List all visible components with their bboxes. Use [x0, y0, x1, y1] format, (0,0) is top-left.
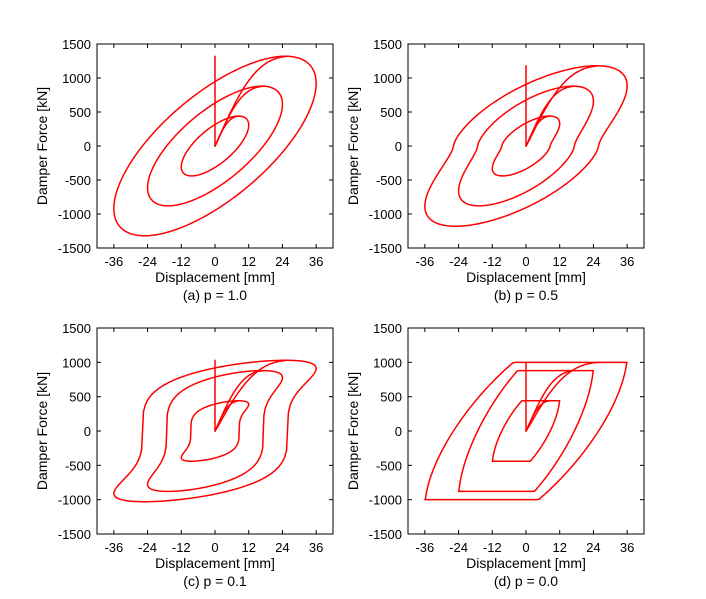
y-tick-label: 0 — [395, 139, 402, 154]
x-tick-label: 24 — [275, 540, 289, 555]
x-axis-label: Displacement [mm] — [155, 269, 275, 285]
y-axis-label: Damper Force [kN] — [34, 87, 50, 205]
y-tick-label: 0 — [395, 424, 402, 439]
x-tick-label: 24 — [586, 254, 600, 269]
x-tick-label: 36 — [620, 254, 634, 269]
x-tick-label: 0 — [522, 540, 529, 555]
x-tick-label: -12 — [483, 254, 502, 269]
y-tick-label: 500 — [380, 390, 402, 405]
x-tick-label: -12 — [172, 540, 191, 555]
y-tick-label: 1500 — [62, 321, 91, 336]
transition-branch-3 — [214, 55, 289, 147]
hysteresis-loop-3 — [113, 55, 317, 237]
hysteresis-loop-3 — [424, 65, 628, 227]
y-tick-label: -1500 — [369, 241, 402, 256]
x-tick-label: 0 — [522, 254, 529, 269]
x-tick-label: 36 — [620, 540, 634, 555]
panel-caption: (b) p = 0.5 — [494, 287, 558, 303]
y-tick-label: -1000 — [58, 207, 91, 222]
y-axis-label: Damper Force [kN] — [34, 372, 50, 490]
hysteresis-loop-2 — [146, 85, 284, 207]
x-tick-label: -12 — [172, 254, 191, 269]
panel-caption: (d) p = 0.0 — [494, 573, 558, 589]
y-tick-label: -1500 — [58, 527, 91, 542]
transition-branch-3 — [214, 359, 289, 432]
hysteresis-curves — [113, 55, 317, 237]
x-tick-label: -24 — [138, 540, 157, 555]
panel-a: -36 -24 -12 0 12 24 36 -1500 -1000 -500 0 500 1000 15… — [34, 37, 334, 303]
y-tick-label: -500 — [65, 458, 91, 473]
y-tick-label: -500 — [65, 173, 91, 188]
y-tick-label: 0 — [84, 424, 91, 439]
hysteresis-curves — [113, 359, 317, 503]
y-tick-label: -1000 — [369, 207, 402, 222]
y-tick-label: 500 — [69, 390, 91, 405]
y-tick-label: 500 — [69, 105, 91, 120]
y-tick-label: -1000 — [369, 493, 402, 508]
y-tick-label: 500 — [380, 105, 402, 120]
panel-d: -36 -24 -12 0 12 24 36 -1500 -1000 -500 0 500 1000 15… — [345, 321, 645, 589]
x-tick-label: 12 — [552, 254, 566, 269]
hysteresis-curves — [424, 361, 628, 501]
hysteresis-loop-3 — [113, 359, 317, 503]
y-tick-label: -500 — [376, 458, 402, 473]
y-tick-label: 1000 — [373, 355, 402, 370]
y-tick-label: -1500 — [369, 527, 402, 542]
y-tick-label: 0 — [84, 139, 91, 154]
y-tick-label: 1500 — [373, 321, 402, 336]
x-tick-label: -12 — [483, 540, 502, 555]
hysteresis-loop-1 — [180, 400, 250, 462]
hysteresis-loop-2 — [457, 369, 595, 493]
y-tick-label: 1000 — [62, 71, 91, 86]
x-tick-label: 0 — [211, 254, 218, 269]
x-tick-label: -36 — [104, 540, 123, 555]
y-tick-label: -500 — [376, 173, 402, 188]
y-axis-label: Damper Force [kN] — [345, 87, 361, 205]
x-tick-label: -24 — [138, 254, 157, 269]
x-tick-label: 12 — [241, 540, 255, 555]
hysteresis-loop-1 — [180, 115, 250, 177]
x-tick-label: 24 — [275, 254, 289, 269]
hysteresis-loop-1 — [491, 115, 561, 177]
y-tick-label: -1000 — [58, 493, 91, 508]
x-tick-label: 24 — [586, 540, 600, 555]
y-tick-label: 1500 — [62, 37, 91, 52]
panel-b: -36 -24 -12 0 12 24 36 -1500 -1000 -500 0 500 1000 15… — [345, 37, 645, 303]
x-tick-label: -36 — [104, 254, 123, 269]
transition-branch-2 — [525, 369, 576, 432]
panel-caption: (a) p = 1.0 — [183, 287, 247, 303]
y-tick-label: 1000 — [62, 355, 91, 370]
x-axis-label: Displacement [mm] — [155, 555, 275, 571]
x-tick-label: -24 — [449, 540, 468, 555]
hysteresis-loop-3 — [424, 361, 628, 501]
transition-branch-3 — [525, 361, 600, 432]
x-tick-label: -36 — [415, 540, 434, 555]
x-tick-label: 12 — [552, 540, 566, 555]
x-tick-label: -36 — [415, 254, 434, 269]
x-tick-label: 12 — [241, 254, 255, 269]
y-tick-label: -1500 — [58, 241, 91, 256]
y-tick-label: 1000 — [373, 71, 402, 86]
hysteresis-loop-1 — [491, 400, 561, 462]
x-tick-label: 36 — [309, 540, 323, 555]
hysteresis-loop-2 — [457, 85, 595, 207]
x-tick-label: 36 — [309, 254, 323, 269]
transition-branch-3 — [525, 65, 600, 147]
panel-caption: (c) p = 0.1 — [183, 573, 247, 589]
y-axis-label: Damper Force [kN] — [345, 372, 361, 490]
hysteresis-loop-2 — [146, 369, 284, 493]
x-tick-label: 0 — [211, 540, 218, 555]
x-axis-label: Displacement [mm] — [466, 269, 586, 285]
x-tick-label: -24 — [449, 254, 468, 269]
x-axis-label: Displacement [mm] — [466, 555, 586, 571]
panel-c: -36 -24 -12 0 12 24 36 -1500 -1000 -500 0 500 1000 15… — [34, 321, 334, 589]
hysteresis-curves — [424, 65, 628, 227]
y-tick-label: 1500 — [373, 37, 402, 52]
